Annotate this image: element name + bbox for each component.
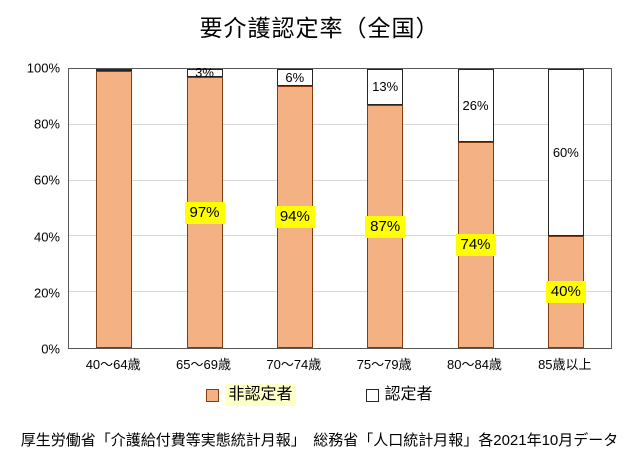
data-label-non-certified-2: 94% [274,206,315,228]
bar-segment-certified-3 [367,69,404,105]
x-axis-label-3: 75〜79歳 [356,357,412,372]
bar-group-0 [96,69,133,348]
non-certified-swatch-icon [206,388,220,402]
source-note: 厚生労働省「介護給付費等実態統計月報」 総務省「人口統計月報」各2021年10月… [20,432,619,449]
bar-group-1: 97% 3% [184,65,225,348]
x-axis-label-2: 70〜74歳 [266,357,322,372]
bar-group-5: 40% 60% [545,69,586,348]
y-axis-tick-label: 80% [33,116,60,132]
bar-group-3: 87% 13% [365,69,406,348]
data-label-certified-1: 3% [195,65,214,81]
gridline [69,291,611,293]
legend-entry-certified: 認定者 [365,385,433,405]
y-axis-tick-label: 40% [33,229,60,245]
x-axis-label-4: 80〜84歳 [447,357,502,372]
y-axis-tick-label: 100% [26,60,60,76]
x-axis-label-1: 65〜69歳 [176,357,231,372]
bar-segment-certified-2 [276,69,313,86]
legend-label-certified: 認定者 [384,386,433,403]
data-label-certified-5: 60% [552,144,579,160]
data-label-non-certified-5: 40% [545,281,586,303]
bar-group-4: 74% 26% [455,69,496,348]
gridline [69,123,611,125]
y-axis-tick-label: 0% [41,341,60,357]
y-axis-tick-label: 60% [33,172,60,188]
data-label-non-certified-3: 87% [365,215,406,238]
y-axis-tick-label: 20% [33,285,60,301]
bar-group-2: 94% 6% [274,69,315,348]
legend: 非認定者 認定者 [0,384,639,406]
legend-entry-non-certified: 非認定者 [206,384,296,406]
chart-title: 要介護認定率（全国） [199,15,440,41]
data-label-non-certified-1: 97% [184,201,225,224]
plot-area: 97% 3% 94% 6% 87% 13% 74% 26% 40% 60% [68,65,612,349]
y-axis: 0% 20% 40% 60% 80% 100% [0,62,60,356]
bar-segment-non-certified-0 [96,71,133,348]
data-label-certified-2: 6% [285,69,305,85]
bar-segment-certified-5 [547,69,584,236]
bar-segment-certified-1 [186,69,223,77]
x-axis-label-0: 40〜64歳 [85,357,141,372]
bar-segment-certified-4 [457,69,494,142]
data-label-non-certified-4: 74% [455,234,496,256]
certified-swatch-icon [365,388,379,402]
data-label-certified-4: 26% [462,97,489,113]
x-axis-label-5: 85歳以上 [538,357,592,372]
data-label-certified-3: 13% [372,79,399,95]
bar-segment-certified-0 [96,69,133,71]
x-axis: 40〜64歳 65〜69歳 70〜74歳 75〜79歳 80〜84歳 85歳以上 [68,354,610,373]
legend-label-non-certified: 非認定者 [225,384,296,406]
gridline [69,179,611,181]
gridline [69,235,611,237]
